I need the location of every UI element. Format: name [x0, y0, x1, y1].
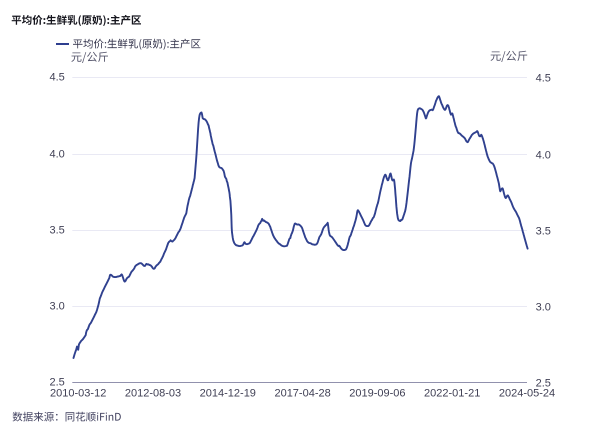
- svg-text:4.0: 4.0: [50, 149, 65, 161]
- svg-text:2012-08-03: 2012-08-03: [125, 387, 181, 399]
- svg-text:2010-03-12: 2010-03-12: [50, 387, 106, 399]
- svg-text:3.5: 3.5: [536, 226, 551, 238]
- svg-text:2017-04-28: 2017-04-28: [274, 387, 330, 399]
- svg-text:3.5: 3.5: [50, 225, 65, 237]
- svg-text:2019-09-06: 2019-09-06: [349, 387, 405, 399]
- svg-text:4.5: 4.5: [50, 72, 65, 84]
- svg-text:2.5: 2.5: [50, 377, 65, 389]
- svg-text:2022-01-21: 2022-01-21: [424, 387, 480, 399]
- svg-text:2014-12-19: 2014-12-19: [200, 387, 256, 399]
- svg-text:2.5: 2.5: [536, 378, 551, 390]
- svg-text:2024-05-24: 2024-05-24: [499, 387, 555, 399]
- svg-text:3.0: 3.0: [50, 301, 65, 313]
- svg-text:4.0: 4.0: [536, 150, 551, 162]
- svg-text:4.5: 4.5: [536, 73, 551, 85]
- svg-text:3.0: 3.0: [536, 302, 551, 314]
